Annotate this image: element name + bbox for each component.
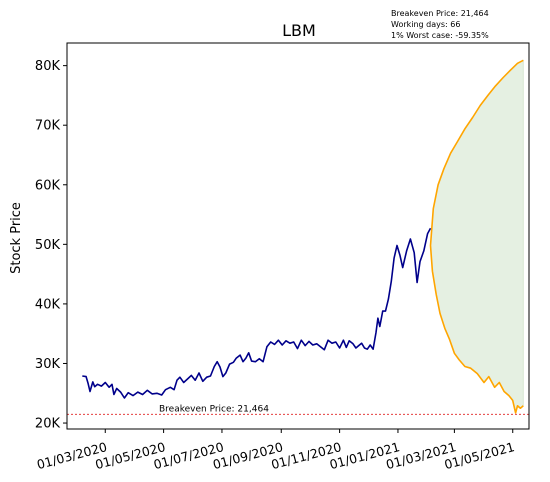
y-tick-label: 20K [35, 417, 61, 432]
y-tick-label: 80K [35, 59, 61, 74]
info-line: Working days: 66 [391, 20, 460, 29]
y-tick-label: 60K [35, 178, 61, 193]
chart-title: LBM [282, 21, 316, 40]
y-tick-label: 70K [35, 119, 61, 134]
y-tick-label: 50K [35, 238, 61, 253]
y-axis-label: Stock Price [9, 202, 24, 274]
info-line: 1% Worst case: -59.35% [391, 31, 489, 40]
y-tick-label: 30K [35, 357, 61, 372]
y-tick-label: 40K [35, 297, 61, 312]
info-line: Breakeven Price: 21,464 [391, 9, 489, 18]
breakeven-label: Breakeven Price: 21,464 [159, 404, 269, 414]
